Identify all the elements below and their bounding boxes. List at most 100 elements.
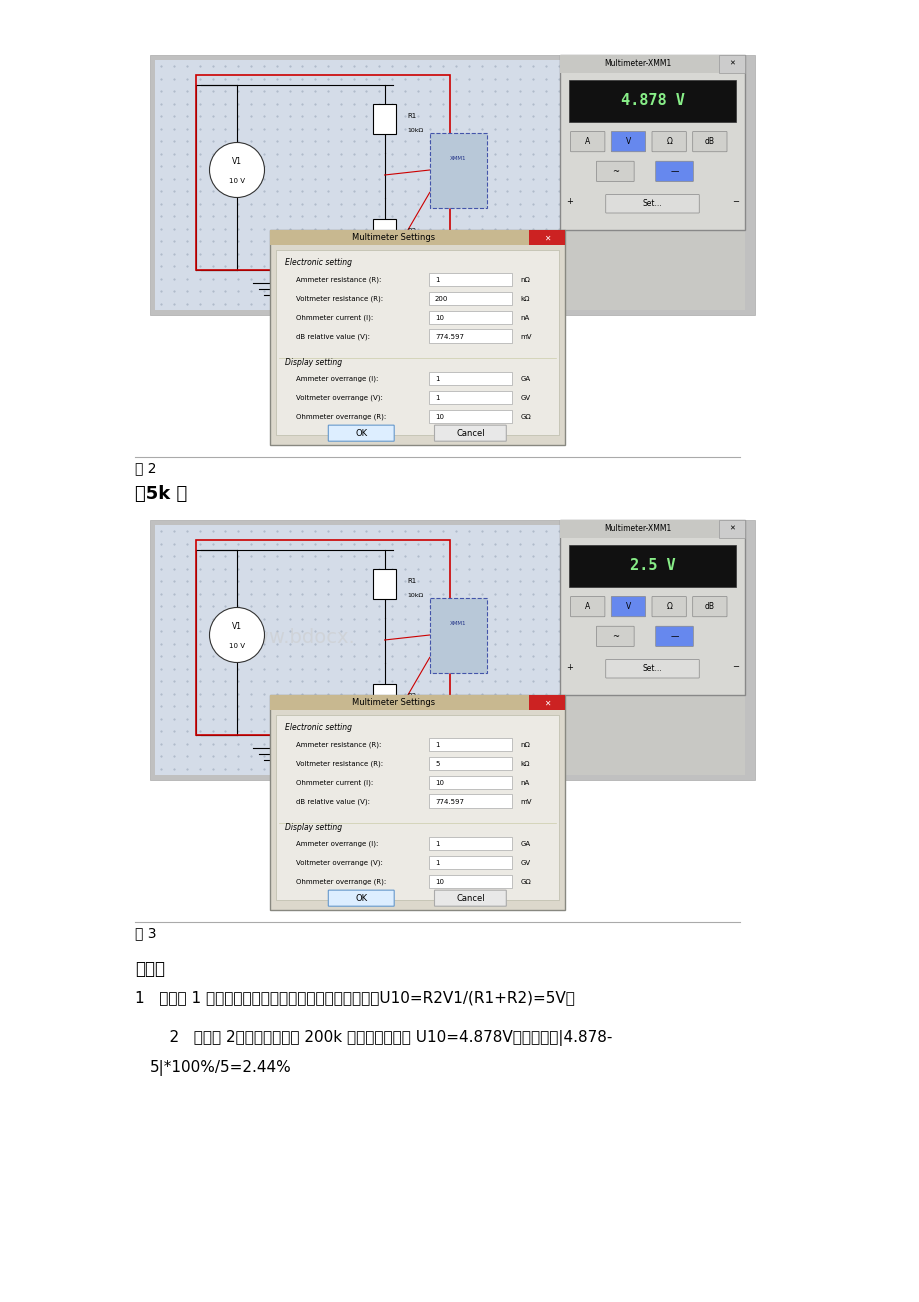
- Text: 4.878 V: 4.878 V: [620, 92, 684, 108]
- Text: nA: nA: [520, 315, 529, 320]
- Text: Ω: Ω: [665, 137, 672, 146]
- Text: 分析：: 分析：: [135, 960, 165, 978]
- Bar: [428, 410, 511, 423]
- Text: 10kΩ: 10kΩ: [407, 129, 423, 133]
- Text: Voltmeter overrange (V):: Voltmeter overrange (V):: [296, 859, 383, 866]
- Text: 1: 1: [435, 841, 439, 848]
- Text: A: A: [584, 602, 590, 611]
- Bar: [373, 219, 395, 249]
- Text: V: V: [625, 602, 630, 611]
- Text: Ohmmeter overrange (R):: Ohmmeter overrange (R):: [296, 414, 386, 421]
- Text: 10: 10: [435, 879, 444, 885]
- Text: Display setting: Display setting: [284, 358, 341, 366]
- Text: ✕: ✕: [543, 698, 550, 707]
- FancyBboxPatch shape: [596, 161, 633, 181]
- Text: ~: ~: [611, 631, 618, 641]
- FancyBboxPatch shape: [434, 891, 505, 906]
- Bar: [569, 544, 735, 586]
- Text: Voltmeter resistance (R):: Voltmeter resistance (R):: [296, 760, 383, 767]
- Text: V1: V1: [232, 158, 242, 167]
- Bar: [428, 756, 511, 769]
- Bar: [560, 55, 744, 230]
- Text: 1: 1: [435, 861, 439, 866]
- Text: Ω: Ω: [665, 602, 672, 611]
- Bar: [373, 684, 395, 713]
- FancyBboxPatch shape: [570, 596, 605, 617]
- Text: 5: 5: [435, 760, 439, 767]
- Text: GV: GV: [520, 861, 530, 866]
- Bar: [564, 525, 744, 775]
- Bar: [428, 794, 511, 807]
- Text: Cancel: Cancel: [456, 893, 484, 902]
- Text: V: V: [625, 137, 630, 146]
- Bar: [196, 540, 449, 736]
- Text: Ammeter resistance (R):: Ammeter resistance (R):: [296, 742, 381, 749]
- Bar: [154, 60, 564, 310]
- Text: 5|*100%/5=2.44%: 5|*100%/5=2.44%: [150, 1060, 291, 1075]
- Bar: [428, 329, 511, 342]
- Bar: [428, 837, 511, 850]
- FancyBboxPatch shape: [434, 426, 505, 441]
- Bar: [276, 715, 558, 900]
- Text: 774.597: 774.597: [435, 798, 463, 805]
- Bar: [429, 598, 486, 673]
- Bar: [428, 738, 511, 751]
- Text: Display setting: Display setting: [284, 823, 341, 832]
- Text: −: −: [732, 663, 739, 672]
- Bar: [428, 855, 511, 870]
- Text: Voltmeter resistance (R):: Voltmeter resistance (R):: [296, 296, 383, 302]
- Text: V1: V1: [232, 622, 242, 631]
- Text: ✕: ✕: [729, 61, 734, 66]
- Text: Ammeter overrange (I):: Ammeter overrange (I):: [296, 841, 379, 848]
- Text: Ammeter resistance (R):: Ammeter resistance (R):: [296, 276, 381, 283]
- Bar: [428, 311, 511, 324]
- Bar: [150, 519, 754, 780]
- Bar: [560, 519, 744, 538]
- Text: kΩ: kΩ: [520, 760, 529, 767]
- Text: Multimeter Settings: Multimeter Settings: [352, 698, 435, 707]
- Text: GA: GA: [520, 841, 530, 848]
- Bar: [276, 250, 558, 435]
- Text: mV: mV: [520, 798, 531, 805]
- Text: XMM1: XMM1: [449, 621, 466, 626]
- Bar: [528, 230, 564, 246]
- Bar: [269, 230, 564, 246]
- Text: Voltmeter overrange (V):: Voltmeter overrange (V):: [296, 395, 383, 401]
- Bar: [373, 104, 395, 134]
- Bar: [560, 55, 744, 73]
- Text: ✕: ✕: [543, 233, 550, 242]
- Text: www.bdocx.: www.bdocx.: [237, 628, 355, 647]
- Bar: [196, 76, 449, 270]
- Text: Ohmmeter current (I):: Ohmmeter current (I):: [296, 780, 373, 786]
- Text: R2: R2: [407, 228, 415, 234]
- Circle shape: [210, 142, 265, 198]
- Bar: [564, 60, 744, 310]
- Circle shape: [210, 608, 265, 663]
- Text: 10kΩ: 10kΩ: [407, 708, 423, 713]
- Text: nΩ: nΩ: [520, 742, 530, 747]
- Text: 200: 200: [435, 296, 448, 302]
- Text: Ohmmeter current (I):: Ohmmeter current (I):: [296, 315, 373, 322]
- Text: 2   根据图 2，电压表内阻为 200k 时，电压表示数 U10=4.878V，相对误差|4.878-: 2 根据图 2，电压表内阻为 200k 时，电压表示数 U10=4.878V，相…: [150, 1030, 612, 1046]
- Bar: [428, 292, 511, 305]
- Text: 1: 1: [435, 376, 439, 383]
- Bar: [150, 55, 754, 315]
- Bar: [428, 875, 511, 888]
- Text: Set...: Set...: [642, 664, 662, 673]
- Text: dB relative value (V):: dB relative value (V):: [296, 333, 370, 340]
- Text: Set...: Set...: [642, 199, 662, 208]
- Text: Ammeter overrange (I):: Ammeter overrange (I):: [296, 376, 379, 383]
- Text: R2: R2: [407, 693, 415, 699]
- FancyBboxPatch shape: [605, 660, 698, 678]
- FancyBboxPatch shape: [596, 626, 633, 647]
- Text: 10: 10: [435, 315, 444, 320]
- Bar: [428, 272, 511, 286]
- Bar: [428, 776, 511, 789]
- Bar: [569, 79, 735, 121]
- Text: 10: 10: [435, 414, 444, 421]
- Bar: [719, 519, 744, 538]
- Text: dB relative value (V):: dB relative value (V):: [296, 798, 370, 805]
- Text: +: +: [565, 198, 572, 207]
- Text: XMM1: XMM1: [449, 156, 466, 161]
- Text: 图 2: 图 2: [135, 461, 156, 475]
